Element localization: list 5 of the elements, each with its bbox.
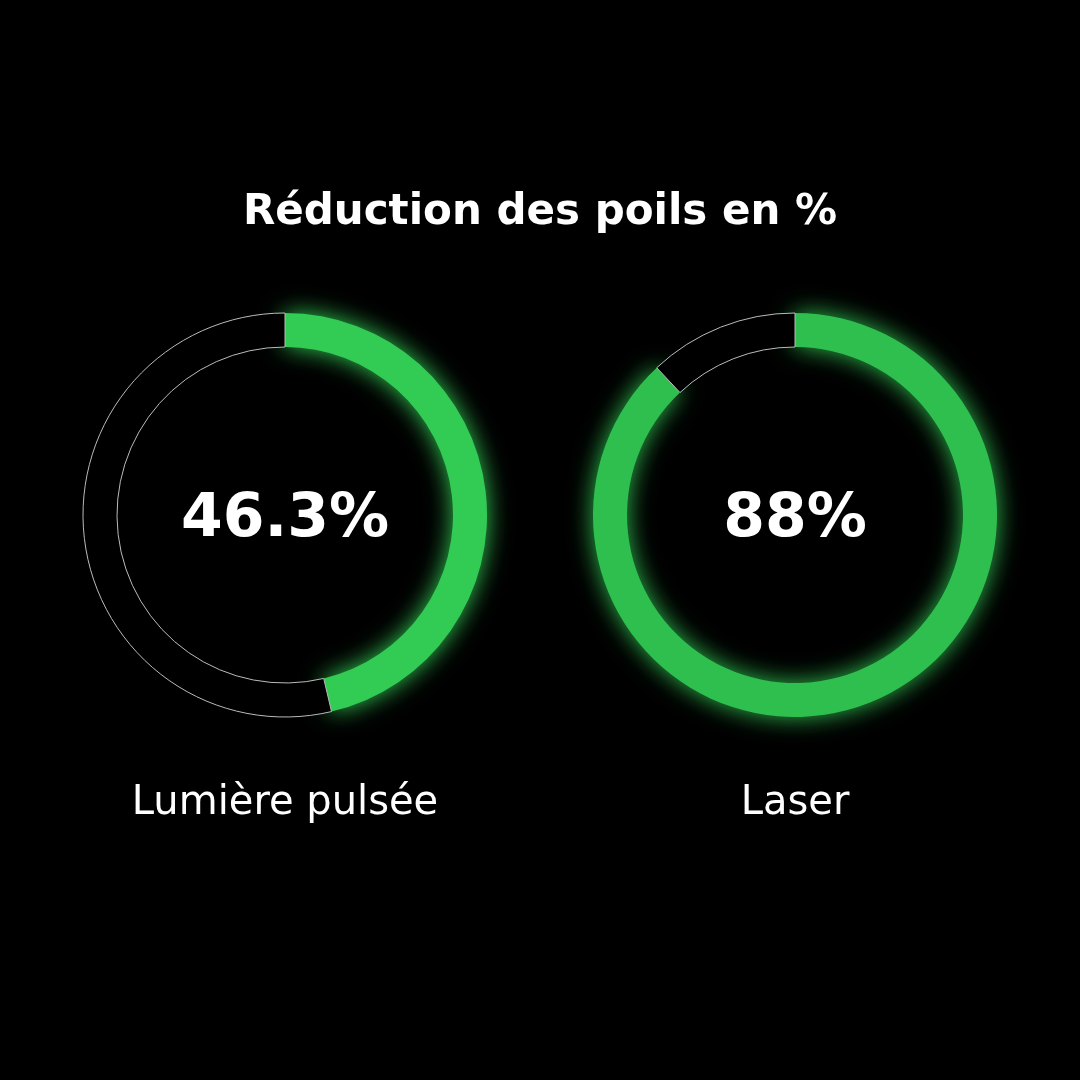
text: 88% <box>723 480 867 550</box>
text: Lumière pulsée <box>131 777 439 823</box>
text: 46.3% <box>180 480 390 550</box>
chart-title: Réduction des poils en % <box>241 185 839 234</box>
text: Laser <box>740 777 850 823</box>
